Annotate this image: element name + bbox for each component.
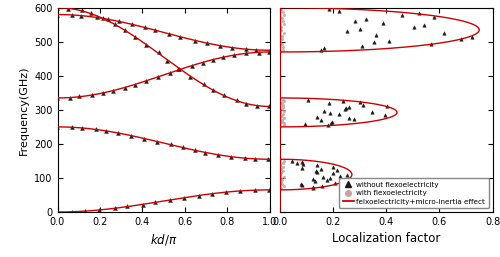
X-axis label: Localization factor: Localization factor bbox=[332, 232, 440, 245]
X-axis label: $kd/\pi$: $kd/\pi$ bbox=[150, 232, 178, 247]
Y-axis label: Frequency(GHz): Frequency(GHz) bbox=[18, 65, 28, 155]
Legend: without flexoelectricity, with flexoelectricity, felxoelectricity+micro-inertia : without flexoelectricity, with flexoelec… bbox=[339, 178, 489, 208]
